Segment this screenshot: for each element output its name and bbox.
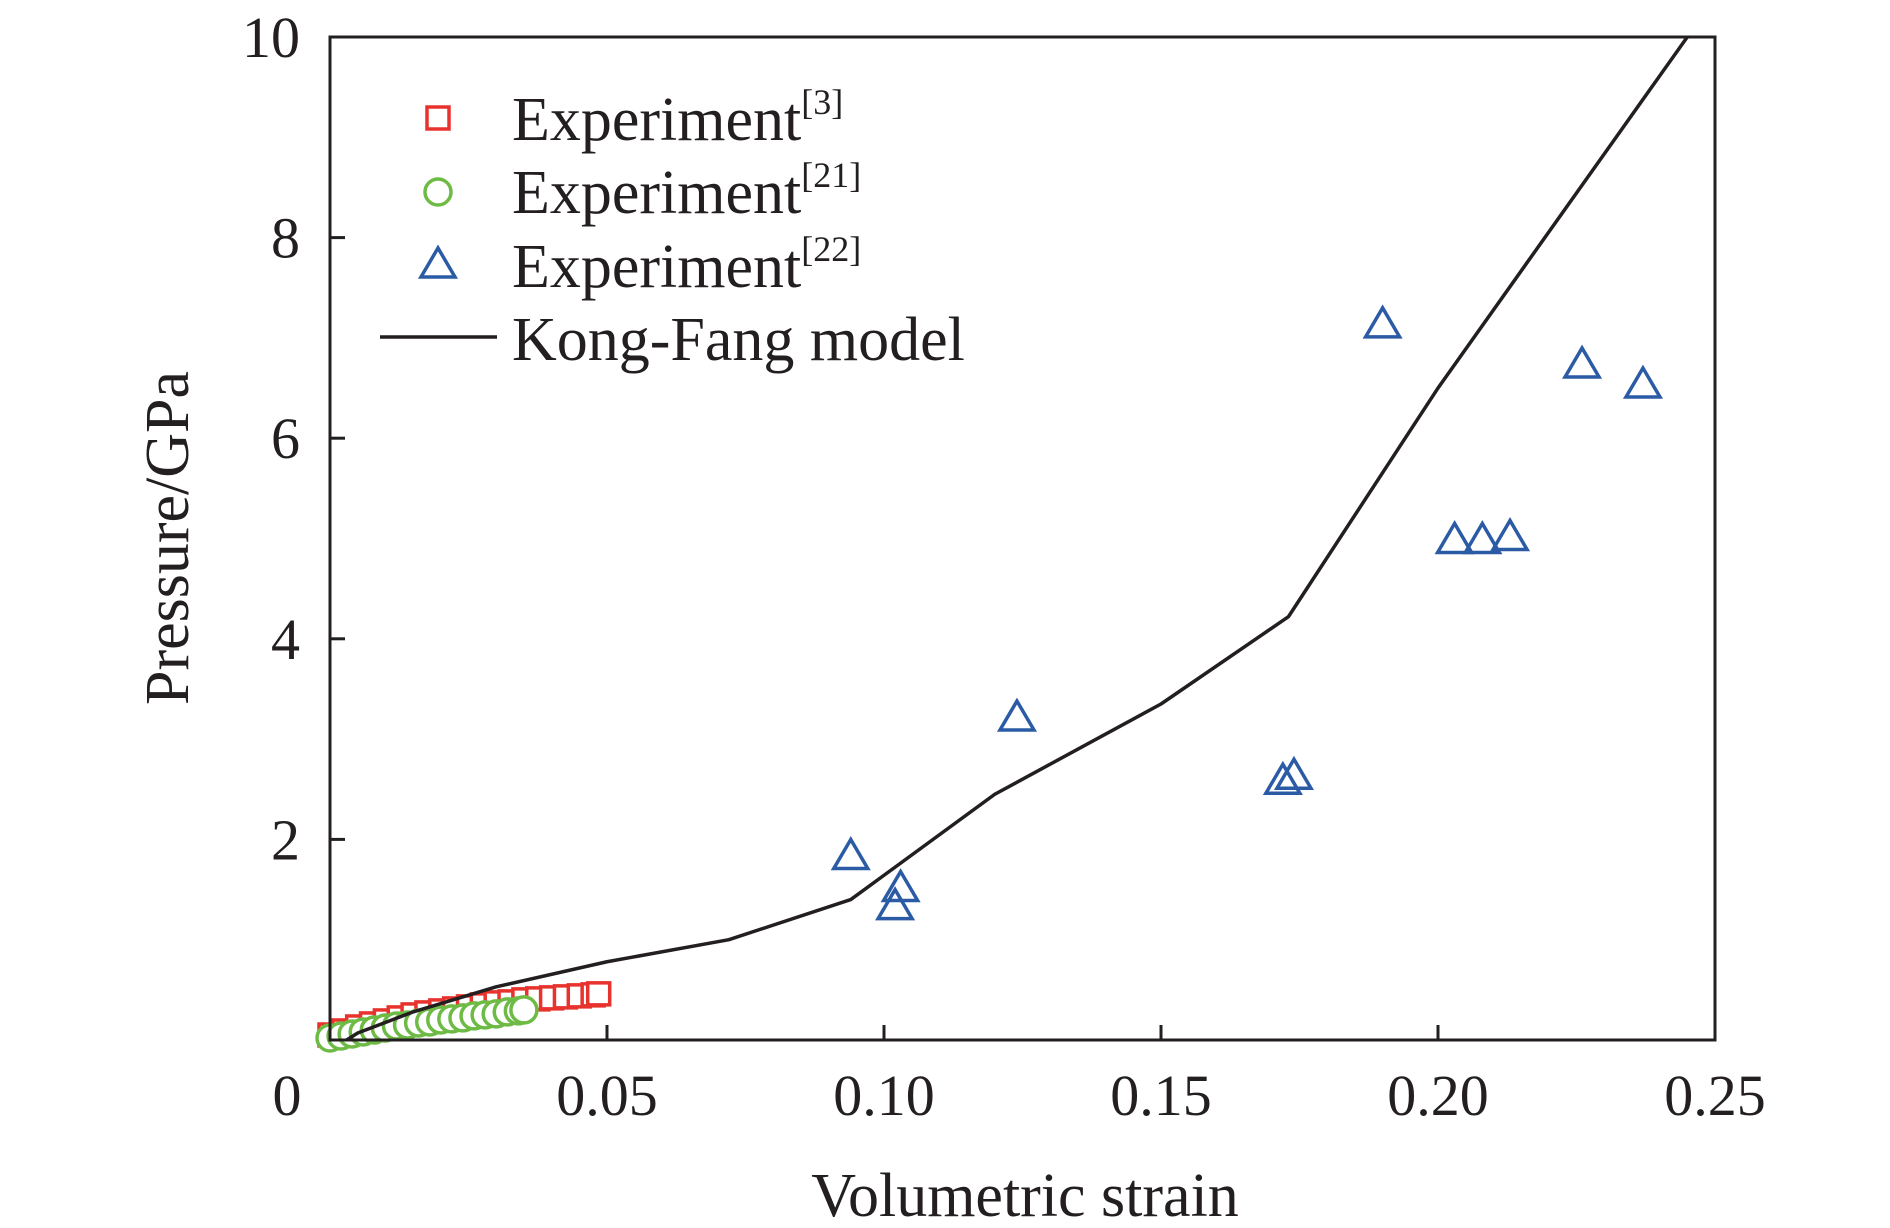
point-experiment-22 (1622, 364, 1664, 399)
point-experiment-22 (875, 886, 916, 921)
x-tick-label: 0.15 (1110, 1063, 1212, 1128)
legend-marker-exp3 (425, 105, 451, 131)
legend-marker-exp22 (417, 244, 459, 279)
point-experiment-22 (1462, 520, 1503, 555)
y-tick-label: 10 (242, 5, 300, 70)
y-tick-label: 2 (271, 807, 300, 872)
x-tick-label: 0.25 (1664, 1063, 1766, 1128)
y-axis-title: Pressure/GPa (134, 371, 202, 705)
point-experiment-22 (1434, 520, 1475, 555)
plot-frame (328, 35, 1717, 1042)
point-experiment-22 (1273, 755, 1315, 790)
point-experiment-22 (1561, 344, 1603, 379)
x-axis-title: Volumetric strain (811, 1162, 1239, 1228)
legend-label-exp22-ref: [22] (801, 229, 861, 269)
x-tick-label: 0.05 (556, 1063, 658, 1128)
point-experiment-22 (996, 697, 1038, 732)
point-experiment-22 (1262, 760, 1303, 795)
kong-fang-model-line (345, 35, 1689, 1042)
y-tick-label: 6 (271, 406, 300, 471)
y-tick-label: 4 (271, 607, 300, 672)
legend-label-exp22: Experiment[22] (512, 229, 861, 301)
x-tick-label: 0.10 (833, 1063, 935, 1128)
point-experiment-22 (1362, 304, 1403, 339)
point-experiment-22 (830, 835, 871, 871)
point-experiment-3 (585, 981, 612, 1007)
point-experiment-21 (509, 995, 539, 1025)
legend-label-exp21-ref: [21] (801, 155, 861, 195)
legend-label-exp21-name: Experiment (512, 159, 801, 227)
legend-label-exp22-name: Experiment (512, 233, 801, 301)
legend-label-exp3-ref: [3] (801, 82, 843, 122)
ticks-layer: 0 0.05 0.10 0.15 0.20 0.25 2 4 6 8 10 (242, 5, 1766, 1128)
legend-label-exp3-name: Experiment (512, 86, 801, 154)
legend: Experiment[3] Experiment[21] Experiment[… (380, 82, 965, 374)
legend-label-exp3: Experiment[3] (512, 82, 843, 154)
legend-label-kongfang: Kong-Fang model (512, 306, 965, 374)
x-tick-label: 0.20 (1387, 1063, 1489, 1128)
y-tick-label: 8 (271, 206, 300, 271)
series-layer (315, 35, 1689, 1053)
legend-label-exp21: Experiment[21] (512, 155, 861, 227)
legend-marker-exp21 (423, 177, 453, 207)
point-experiment-22 (1489, 517, 1531, 552)
x-tick-label: 0 (273, 1063, 302, 1128)
